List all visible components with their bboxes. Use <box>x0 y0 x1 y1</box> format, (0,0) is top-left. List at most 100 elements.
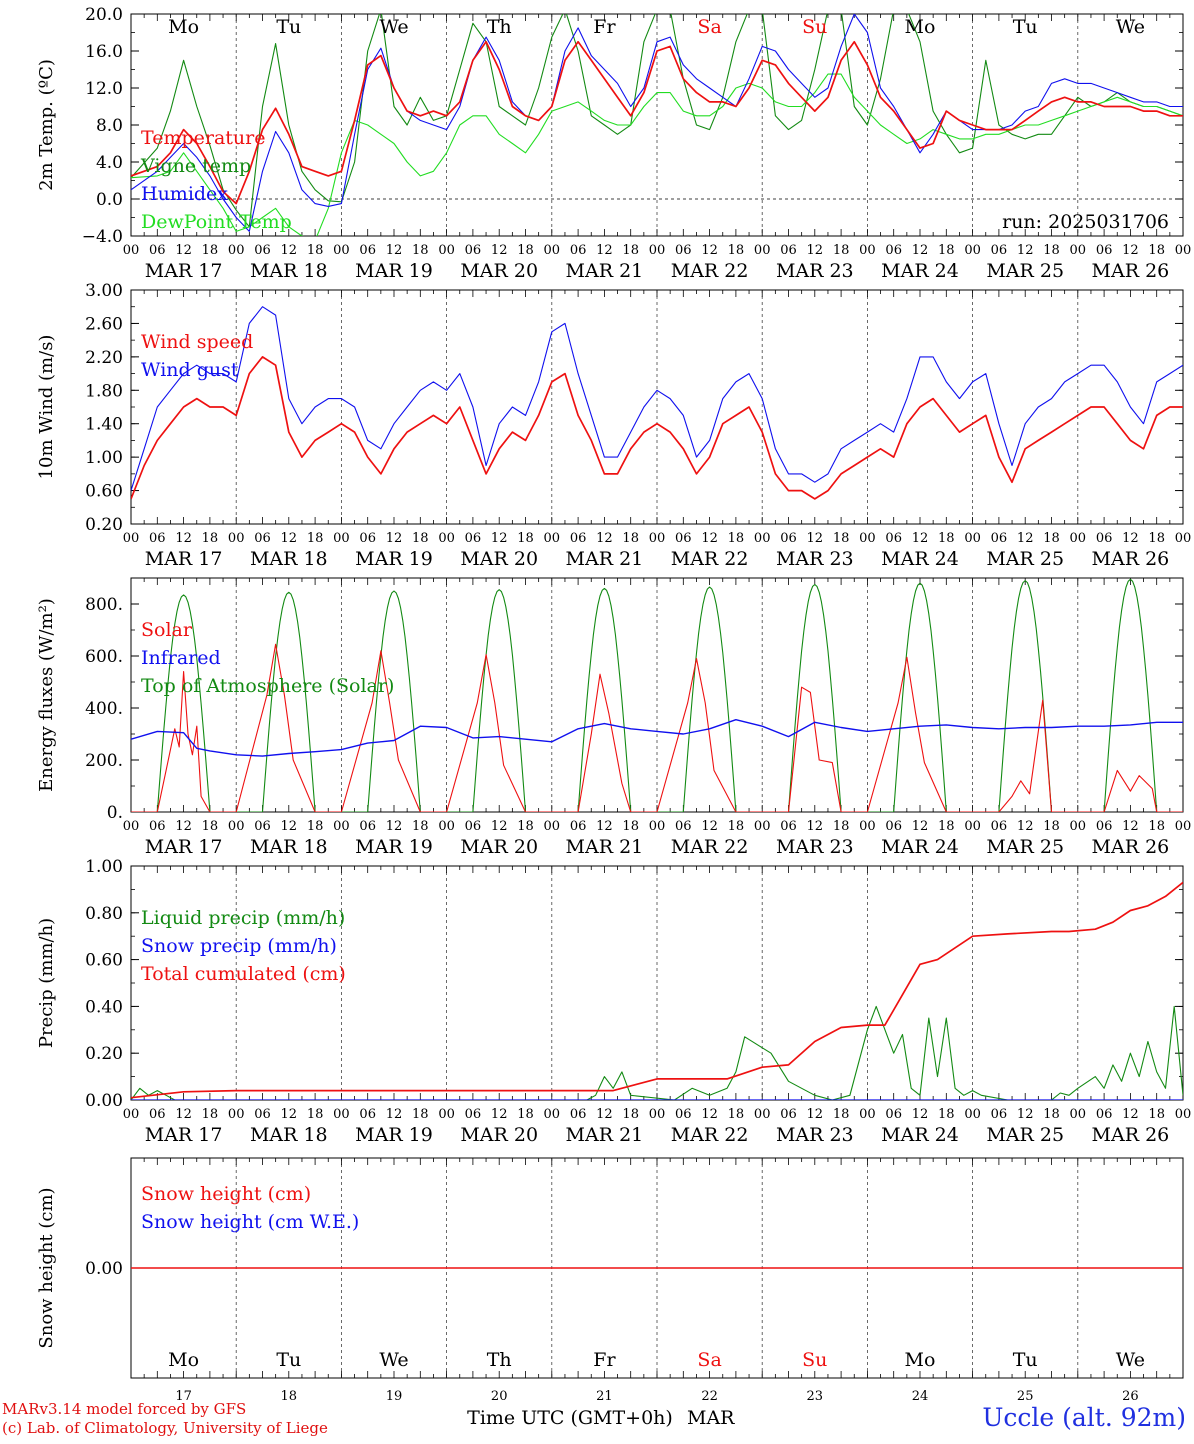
energy-hour-label: 12 <box>175 819 192 834</box>
wind-hour-label: 18 <box>517 531 534 546</box>
energy-hour-label: 00 <box>1175 819 1192 834</box>
precip-date-label: MAR 25 <box>986 1124 1064 1146</box>
wind-y-tick-label: 1.80 <box>85 381 123 401</box>
wind-date-label: MAR 23 <box>776 548 854 570</box>
temperature-hour-label: 12 <box>491 243 508 258</box>
wind-hour-label: 06 <box>991 531 1008 546</box>
precip-hour-label: 12 <box>1017 1107 1034 1122</box>
precip-hour-label: 18 <box>622 1107 639 1122</box>
weekday-label-top: Tu <box>276 16 301 38</box>
precip-hour-label: 06 <box>1096 1107 1113 1122</box>
precip-hour-label: 06 <box>570 1107 587 1122</box>
precip-series-liquid-precip-mm-h- <box>131 1005 1183 1100</box>
wind-hour-label: 12 <box>596 531 613 546</box>
wind-date-label: MAR 17 <box>145 548 223 570</box>
temperature-legend-humidex: Humidex <box>141 183 228 205</box>
temperature-hour-label: 00 <box>649 243 666 258</box>
precip-hour-label: 00 <box>438 1107 455 1122</box>
precip-hour-label: 18 <box>1043 1107 1060 1122</box>
precip-hour-label: 06 <box>675 1107 692 1122</box>
temperature-hour-label: 06 <box>570 243 587 258</box>
weekday-label-bottom: Fr <box>593 1349 616 1371</box>
precip-hour-label: 12 <box>1122 1107 1139 1122</box>
wind-hour-label: 12 <box>1017 531 1034 546</box>
temperature-date-label: MAR 24 <box>881 260 959 282</box>
temperature-series-temperature <box>131 40 1183 205</box>
energy-hour-label: 06 <box>675 819 692 834</box>
temperature-hour-label: 12 <box>1017 243 1034 258</box>
temperature-hour-label: 00 <box>123 243 140 258</box>
wind-hour-label: 18 <box>622 531 639 546</box>
energy-y-tick-label: 800. <box>85 595 123 615</box>
energy-series-top-of-atmosphere-solar- <box>131 578 1183 812</box>
wind-hour-label: 06 <box>885 531 902 546</box>
energy-hour-label: 06 <box>1096 819 1113 834</box>
temperature-hour-label: 06 <box>885 243 902 258</box>
precip-hour-label: 00 <box>754 1107 771 1122</box>
precip-hour-label: 06 <box>149 1107 166 1122</box>
precip-hour-label: 12 <box>807 1107 824 1122</box>
weekday-label-top: Su <box>802 16 827 38</box>
day-number-label: 21 <box>596 1389 613 1404</box>
weekday-label-top: Mo <box>168 16 199 38</box>
energy-hour-label: 12 <box>1122 819 1139 834</box>
temperature-legend-temperature: Temperature <box>141 127 265 149</box>
precip-date-label: MAR 18 <box>250 1124 328 1146</box>
snow-legend-snow-height-cm-: Snow height (cm) <box>141 1183 311 1205</box>
wind-hour-label: 12 <box>807 531 824 546</box>
precip-series-total-cumulated-cm- <box>131 881 1183 1099</box>
energy-date-label: MAR 26 <box>1092 836 1170 858</box>
temperature-hour-label: 00 <box>438 243 455 258</box>
wind-hour-label: 12 <box>1122 531 1139 546</box>
energy-hour-label: 06 <box>570 819 587 834</box>
precip-date-label: MAR 22 <box>671 1124 749 1146</box>
precip-date-label: MAR 24 <box>881 1124 959 1146</box>
wind-hour-label: 18 <box>202 531 219 546</box>
energy-hour-label: 12 <box>281 819 298 834</box>
energy-hour-label: 12 <box>491 819 508 834</box>
precip-hour-label: 12 <box>491 1107 508 1122</box>
energy-hour-label: 12 <box>1017 819 1034 834</box>
energy-date-label: MAR 18 <box>250 836 328 858</box>
precip-hour-label: 00 <box>544 1107 561 1122</box>
temperature-hour-label: 00 <box>228 243 245 258</box>
weekday-label-bottom: We <box>379 1349 408 1371</box>
wind-date-label: MAR 22 <box>671 548 749 570</box>
energy-date-label: MAR 17 <box>145 836 223 858</box>
energy-y-tick-label: 0. <box>107 803 123 823</box>
wind-plot-area <box>131 306 1183 500</box>
temperature-hour-label: 00 <box>544 243 561 258</box>
temperature-legend-vigne-temp: Vigne temp <box>140 155 251 177</box>
temperature-legend-dewpoint-temp: DewPoint Temp <box>141 211 292 233</box>
wind-hour-label: 18 <box>938 531 955 546</box>
snow-legend-snow-height-cm-w-e-: Snow height (cm W.E.) <box>141 1211 359 1233</box>
wind-y-tick-label: 0.60 <box>85 482 123 502</box>
temperature-hour-label: 06 <box>465 243 482 258</box>
temperature-hour-label: 18 <box>1148 243 1165 258</box>
weekday-label-top: We <box>379 16 408 38</box>
weekday-label-top: Th <box>487 16 512 38</box>
temperature-hour-label: 12 <box>596 243 613 258</box>
day-number-label: 17 <box>175 1389 192 1404</box>
energy-hour-label: 00 <box>544 819 561 834</box>
wind-legend-wind-speed: Wind speed <box>141 331 253 353</box>
energy-hour-label: 06 <box>149 819 166 834</box>
wind-hour-label: 12 <box>701 531 718 546</box>
energy-hour-label: 00 <box>438 819 455 834</box>
temperature-hour-label: 00 <box>1175 243 1192 258</box>
precip-hour-label: 06 <box>780 1107 797 1122</box>
wind-date-label: MAR 20 <box>460 548 538 570</box>
precip-hour-label: 00 <box>859 1107 876 1122</box>
temperature-hour-label: 00 <box>1070 243 1087 258</box>
energy-hour-label: 00 <box>123 819 140 834</box>
temperature-date-label: MAR 20 <box>460 260 538 282</box>
temperature-hour-label: 06 <box>991 243 1008 258</box>
energy-hour-label: 06 <box>359 819 376 834</box>
weekday-label-bottom: Mo <box>168 1349 199 1371</box>
energy-date-label: MAR 22 <box>671 836 749 858</box>
temperature-y-tick-label: 8.0 <box>96 116 123 136</box>
energy-hour-label: 00 <box>333 819 350 834</box>
temperature-y-tick-label: 12.0 <box>85 79 123 99</box>
temperature-hour-label: 18 <box>202 243 219 258</box>
precip-hour-label: 18 <box>202 1107 219 1122</box>
